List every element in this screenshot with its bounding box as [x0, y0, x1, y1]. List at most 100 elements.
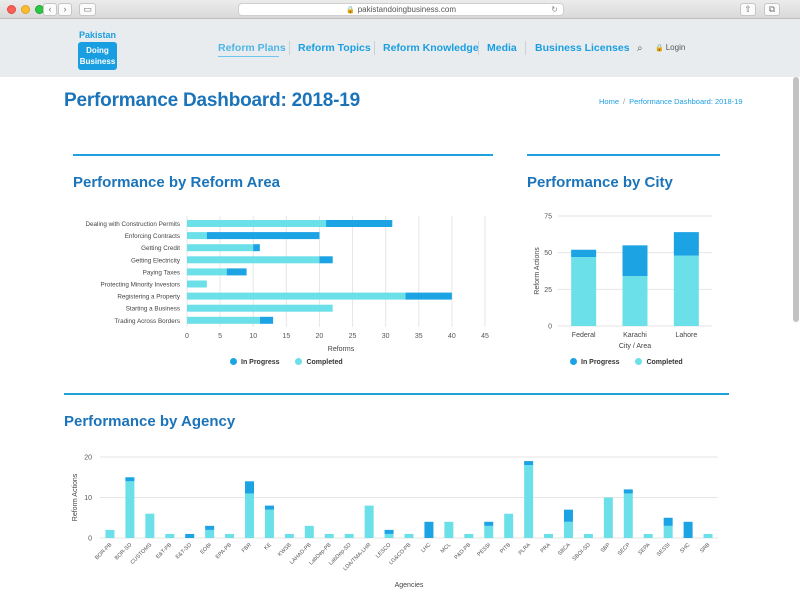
- lock-icon: 🔒: [346, 7, 355, 14]
- bar-in-progress: [405, 292, 452, 300]
- category-label: Enforcing Contracts: [125, 233, 180, 240]
- nav-reform-topics[interactable]: Reform Topics: [298, 42, 371, 54]
- y-tick-label: 0: [88, 536, 92, 543]
- bar-completed: [187, 220, 327, 227]
- nav-reform-plans[interactable]: Reform Plans: [218, 42, 286, 54]
- page-scrollbar[interactable]: [793, 77, 799, 322]
- breadcrumb-separator: /: [623, 97, 626, 106]
- bar-completed: [264, 509, 274, 538]
- legend-completed-label: Completed: [646, 359, 683, 366]
- category-label: E&T-PB: [155, 542, 173, 560]
- nav-separator: [289, 41, 290, 55]
- category-label: E&T-SD: [175, 542, 193, 560]
- bar-completed: [384, 533, 394, 538]
- back-icon[interactable]: ‹: [43, 3, 57, 16]
- address-bar[interactable]: 🔒 pakistandoingbusiness.com ↻: [238, 3, 564, 16]
- x-tick-label: 45: [481, 333, 489, 340]
- category-label: CUSTOMS: [130, 542, 154, 566]
- category-label: Paying Taxes: [143, 269, 180, 276]
- category-label: SESSI: [656, 542, 672, 558]
- breadcrumb-home[interactable]: Home: [599, 97, 620, 106]
- bar-completed: [643, 533, 653, 538]
- city-title: Performance by City: [527, 174, 673, 191]
- bar-completed: [125, 481, 135, 538]
- nav-active-underline: [218, 56, 279, 57]
- bar-completed: [205, 529, 215, 538]
- tabs-overview-icon[interactable]: ⧉: [764, 3, 780, 16]
- nav-media[interactable]: Media: [487, 42, 517, 54]
- logo-line-2: Business: [79, 57, 116, 66]
- forward-icon[interactable]: ›: [58, 3, 72, 16]
- legend-in-progress[interactable]: In Progress: [230, 358, 280, 366]
- legend-in-progress[interactable]: In Progress: [570, 358, 620, 366]
- reform-area-legend: In Progress Completed: [230, 358, 343, 366]
- x-tick-label: 30: [382, 333, 390, 340]
- y-axis-label: Reform Actions: [534, 247, 541, 295]
- legend-completed[interactable]: Completed: [295, 358, 343, 366]
- category-label: P&D-PB: [453, 542, 472, 561]
- category-label: PLRA: [518, 542, 533, 557]
- category-label: Karachi: [623, 332, 647, 339]
- breadcrumb: Home / Performance Dashboard: 2018-19: [599, 97, 743, 106]
- bar-completed: [404, 533, 414, 538]
- bar-in-progress: [663, 517, 673, 526]
- bar-completed: [623, 493, 633, 538]
- bar-in-progress: [326, 220, 393, 227]
- bar-in-progress: [185, 533, 195, 538]
- x-tick-label: 25: [349, 333, 357, 340]
- x-tick-label: 0: [185, 333, 189, 340]
- y-tick-label: 10: [84, 495, 92, 502]
- y-tick-label: 75: [544, 214, 552, 221]
- bar-completed: [622, 276, 648, 326]
- bar-completed: [344, 533, 354, 538]
- nav-separator: [478, 41, 479, 55]
- category-label: LG&CD-PB: [388, 542, 412, 566]
- nav-business-licenses[interactable]: Business Licenses: [535, 42, 630, 54]
- close-window-button[interactable]: [7, 5, 16, 14]
- sidebar-toggle-icon[interactable]: ▭: [79, 3, 96, 16]
- nav-separator: [374, 41, 375, 55]
- bar-in-progress: [524, 461, 534, 466]
- y-axis-label: Reform Actions: [72, 473, 79, 521]
- search-icon[interactable]: ⌕: [637, 43, 643, 54]
- logo-line-1: Doing: [86, 46, 109, 55]
- y-tick-label: 0: [548, 324, 552, 331]
- bar-in-progress: [206, 232, 320, 240]
- category-label: Protecting Minority Investors: [101, 282, 180, 289]
- category-label: Registering a Property: [117, 294, 181, 301]
- minimize-window-button[interactable]: [21, 5, 30, 14]
- bar-completed: [563, 521, 573, 538]
- site-logo[interactable]: Pakistan Doing Business: [76, 28, 119, 71]
- x-tick-label: 5: [218, 333, 222, 340]
- share-icon[interactable]: ⇧: [740, 3, 756, 16]
- bar-in-progress: [319, 256, 333, 264]
- category-label: Starting a Business: [126, 306, 180, 313]
- reload-icon[interactable]: ↻: [551, 5, 558, 14]
- legend-swatch-in-progress: [230, 358, 237, 365]
- bar-in-progress: [205, 525, 215, 530]
- category-label: EOBI: [200, 542, 214, 556]
- bar-completed: [105, 529, 115, 538]
- logo-top-text: Pakistan: [78, 30, 117, 40]
- category-label: Lahore: [675, 332, 697, 339]
- y-tick-label: 50: [544, 250, 552, 257]
- bar-in-progress: [125, 477, 135, 482]
- x-axis-label: Reforms: [328, 346, 355, 353]
- bar-completed: [187, 268, 227, 276]
- nav-reform-knowledge[interactable]: Reform Knowledge: [383, 42, 479, 54]
- category-label: Dealing with Construction Permits: [86, 221, 181, 228]
- section-divider: [73, 154, 493, 156]
- legend-completed-label: Completed: [306, 359, 343, 366]
- bar-completed: [444, 521, 454, 538]
- category-label: Getting Electricity: [131, 257, 181, 264]
- category-label: KWSB: [277, 542, 293, 558]
- y-tick-label: 20: [84, 455, 92, 462]
- bar-in-progress: [259, 316, 274, 324]
- legend-completed[interactable]: Completed: [635, 358, 683, 366]
- category-label: SBCA: [557, 542, 572, 557]
- bar-in-progress: [264, 505, 274, 510]
- login-link[interactable]: 🔒 Login: [655, 43, 685, 52]
- bar-completed: [571, 257, 597, 326]
- category-label: PITB: [499, 542, 512, 555]
- reform-area-title: Performance by Reform Area: [73, 174, 281, 191]
